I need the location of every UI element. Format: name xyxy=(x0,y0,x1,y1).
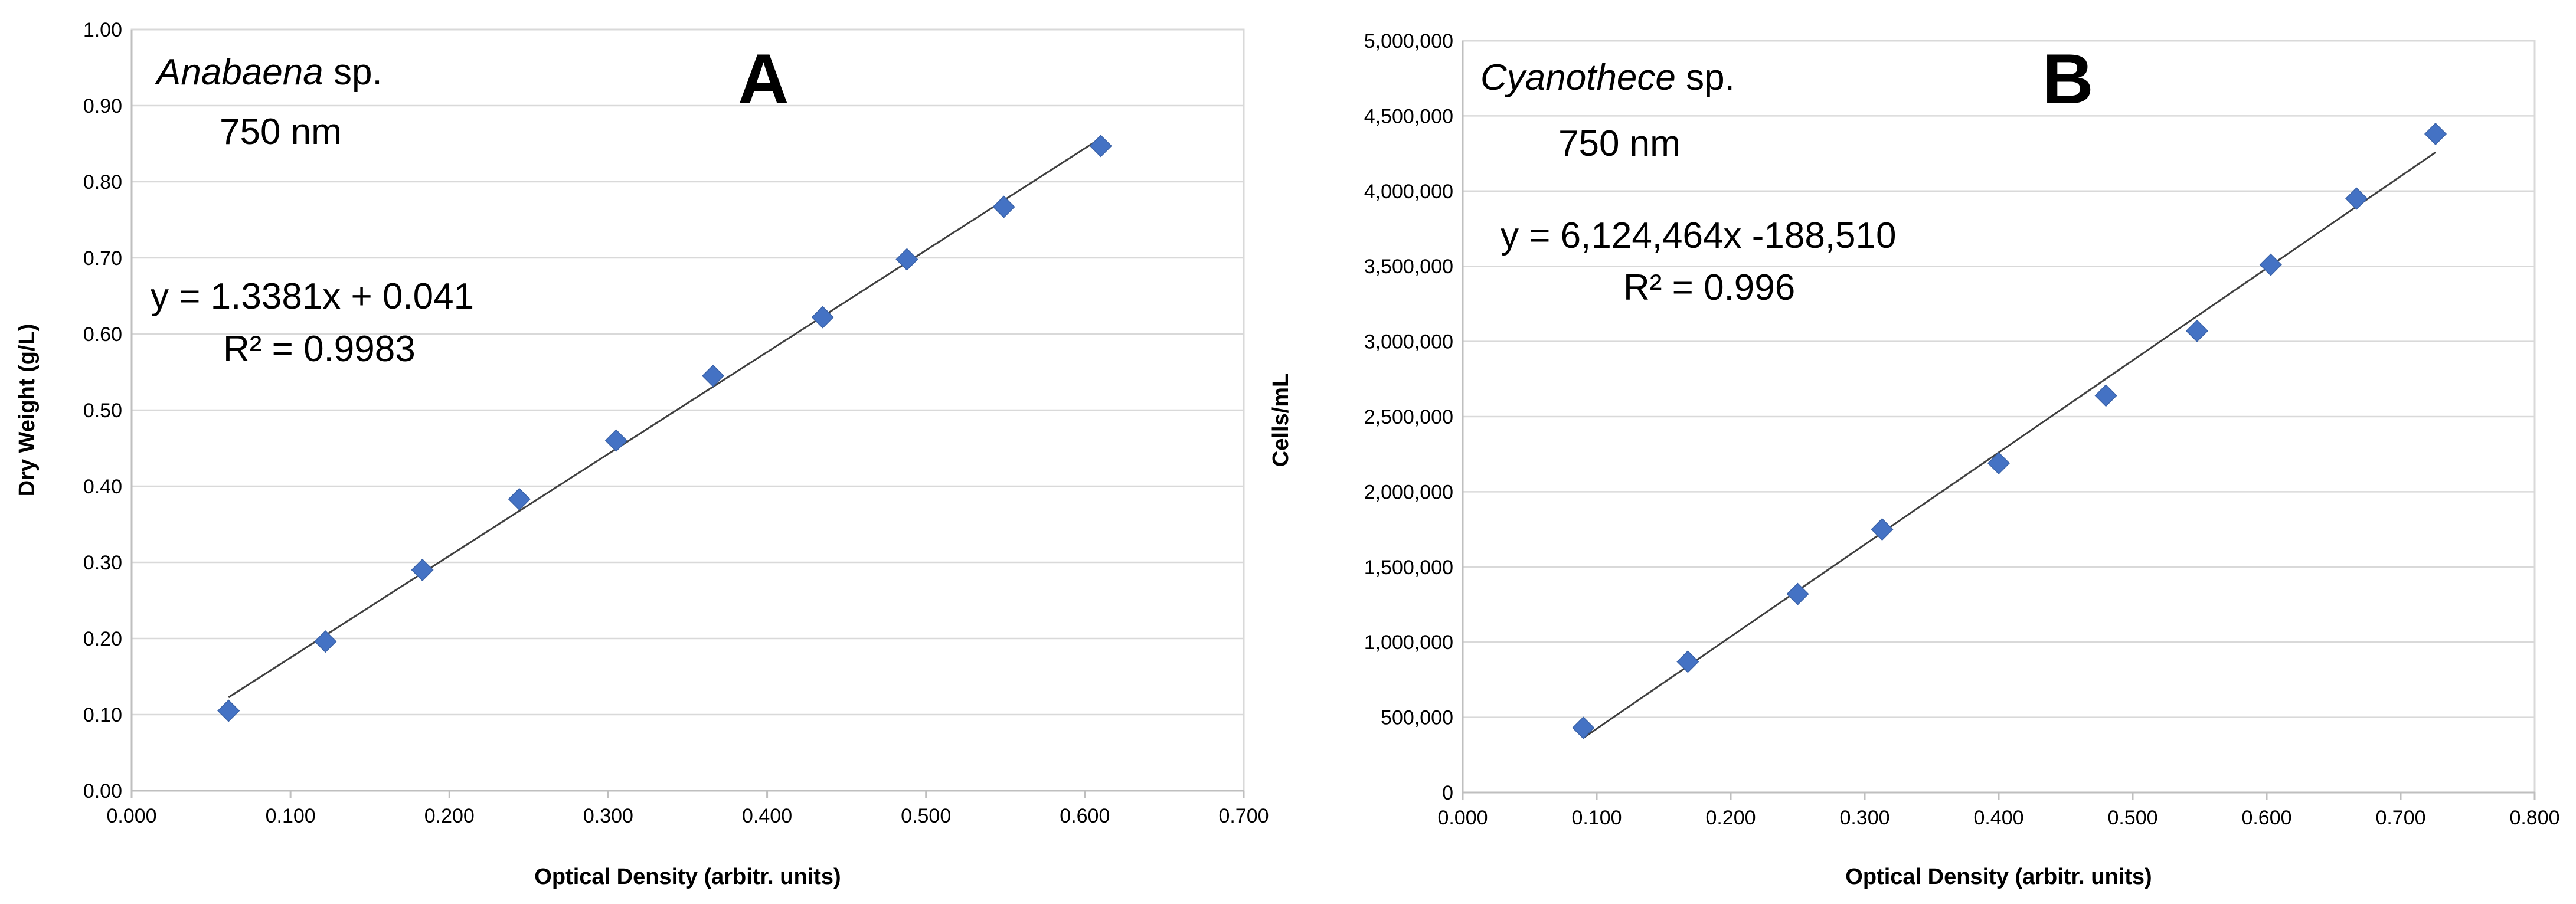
chart-panel-a: 0.000 0.100 0.200 0.300 0.400 0.500 0.600 0.700… xyxy=(15,19,1269,889)
species-suffix-b: sp. xyxy=(1676,57,1735,98)
y-tick-labels-b: 0 500,000 1,000,000 1,500,000 2,000,000 2,500… xyxy=(1364,30,1453,804)
y-tick-label: 2,000,000 xyxy=(1364,481,1453,503)
x-tick-label: 0.300 xyxy=(583,805,633,827)
trendline-b xyxy=(1583,151,2436,739)
y-tick-label: 0.70 xyxy=(83,247,122,270)
data-point xyxy=(604,429,627,452)
data-points-a xyxy=(217,135,1112,722)
r-squared-label-b: R² = 0.996 xyxy=(1623,267,1795,308)
x-tick-labels-a: 0.000 0.100 0.200 0.300 0.400 0.500 0.600 0.700 xyxy=(106,805,1269,827)
y-tick-label: 2,500,000 xyxy=(1364,406,1453,428)
species-label-a: Anabaena sp. xyxy=(154,52,383,93)
equation-label-a: y = 1.3381x + 0.041 xyxy=(151,276,474,317)
y-tick-label: 3,000,000 xyxy=(1364,331,1453,353)
y-tick-label: 0.30 xyxy=(83,552,122,574)
data-point xyxy=(992,195,1015,218)
data-point xyxy=(411,558,434,581)
data-point xyxy=(2185,319,2209,342)
y-tick-label: 4,500,000 xyxy=(1364,105,1453,127)
y-tick-label: 0 xyxy=(1442,782,1453,804)
y-tick-label: 0.50 xyxy=(83,399,122,422)
axis-lines-a xyxy=(130,30,1245,798)
data-points-b xyxy=(1572,122,2447,739)
data-point xyxy=(1572,716,1595,739)
x-tick-label: 0.700 xyxy=(2375,807,2425,829)
y-tick-label: 1,000,000 xyxy=(1364,631,1453,654)
data-point xyxy=(314,630,337,653)
y-tick-label: 0.60 xyxy=(83,323,122,346)
x-tick-label: 0.400 xyxy=(1973,807,2023,829)
species-suffix-a: sp. xyxy=(323,52,383,93)
species-name-a: Anabaena xyxy=(154,52,323,93)
x-tick-label: 0.400 xyxy=(742,805,792,827)
x-axis-title-a: Optical Density (arbitr. units) xyxy=(534,864,841,889)
y-tick-label: 0.00 xyxy=(83,780,122,803)
data-point xyxy=(1676,650,1699,673)
y-tick-label: 0.90 xyxy=(83,95,122,117)
trendline-line xyxy=(1583,151,2436,739)
y-tick-label: 4,000,000 xyxy=(1364,181,1453,203)
x-tick-label: 0.600 xyxy=(2241,807,2291,829)
y-tick-label: 1.00 xyxy=(83,19,122,41)
data-point xyxy=(1786,582,1809,605)
wavelength-label-b: 750 nm xyxy=(1558,123,1681,164)
data-point xyxy=(2345,187,2368,210)
x-tick-label: 0.800 xyxy=(2509,807,2559,829)
data-point xyxy=(217,699,240,722)
x-tick-label: 0.500 xyxy=(901,805,951,827)
x-tick-label: 0.100 xyxy=(1571,807,1622,829)
trendline-a xyxy=(228,137,1101,699)
chart-panel-b: 0.000 0.100 0.200 0.300 0.400 0.500 0.600 0.700… xyxy=(1269,30,2560,889)
y-tick-label: 0.40 xyxy=(83,476,122,498)
x-tick-label: 0.200 xyxy=(1705,807,1756,829)
x-tick-label: 0.200 xyxy=(424,805,475,827)
y-tick-label: 3,500,000 xyxy=(1364,256,1453,278)
y-tick-label: 0.10 xyxy=(83,704,122,726)
species-label-b: Cyanothece sp. xyxy=(1480,57,1735,98)
data-point xyxy=(2259,253,2282,276)
x-tick-label: 0.500 xyxy=(2107,807,2157,829)
y-axis-title-b: Cells/mL xyxy=(1269,374,1293,467)
x-tick-label: 0.700 xyxy=(1218,805,1269,827)
x-tick-label: 0.000 xyxy=(106,805,156,827)
x-tick-label: 0.000 xyxy=(1437,807,1488,829)
axis-lines-b xyxy=(1462,41,2536,800)
species-name-b: Cyanothece xyxy=(1480,57,1676,98)
y-tick-label: 0.20 xyxy=(83,628,122,650)
y-axis-title-a: Dry Weight (g/L) xyxy=(15,324,40,497)
data-point xyxy=(811,306,834,329)
data-point xyxy=(1987,451,2011,475)
y-tick-label: 1,500,000 xyxy=(1364,556,1453,579)
data-point xyxy=(702,364,725,388)
x-tick-labels-b: 0.000 0.100 0.200 0.300 0.400 0.500 0.600 0.700… xyxy=(1437,807,2559,829)
data-point xyxy=(1871,518,1894,541)
x-axis-title-b: Optical Density (arbitr. units) xyxy=(1845,864,2152,889)
data-point xyxy=(1089,135,1112,158)
trendline-line xyxy=(228,137,1101,699)
y-tick-label: 500,000 xyxy=(1381,707,1453,729)
data-point xyxy=(2424,122,2447,146)
r-squared-label-a: R² = 0.9983 xyxy=(223,329,416,369)
grid-lines-a xyxy=(130,28,1245,792)
panel-letter-b: B xyxy=(2042,40,2094,119)
x-tick-label: 0.300 xyxy=(1839,807,1889,829)
panel-letter-a: A xyxy=(738,40,789,119)
data-point xyxy=(508,487,531,510)
y-tick-label: 0.80 xyxy=(83,171,122,194)
equation-label-b: y = 6,124,464x -188,510 xyxy=(1501,215,1896,256)
y-tick-labels-a: 0.00 0.10 0.20 0.30 0.40 0.50 0.60 0.70 0.80 0.90… xyxy=(83,19,122,803)
x-tick-label: 0.600 xyxy=(1060,805,1110,827)
wavelength-label-a: 750 nm xyxy=(220,112,342,152)
y-tick-label: 5,000,000 xyxy=(1364,30,1453,53)
x-tick-label: 0.100 xyxy=(266,805,316,827)
data-point xyxy=(895,248,918,271)
data-point xyxy=(2094,384,2117,407)
